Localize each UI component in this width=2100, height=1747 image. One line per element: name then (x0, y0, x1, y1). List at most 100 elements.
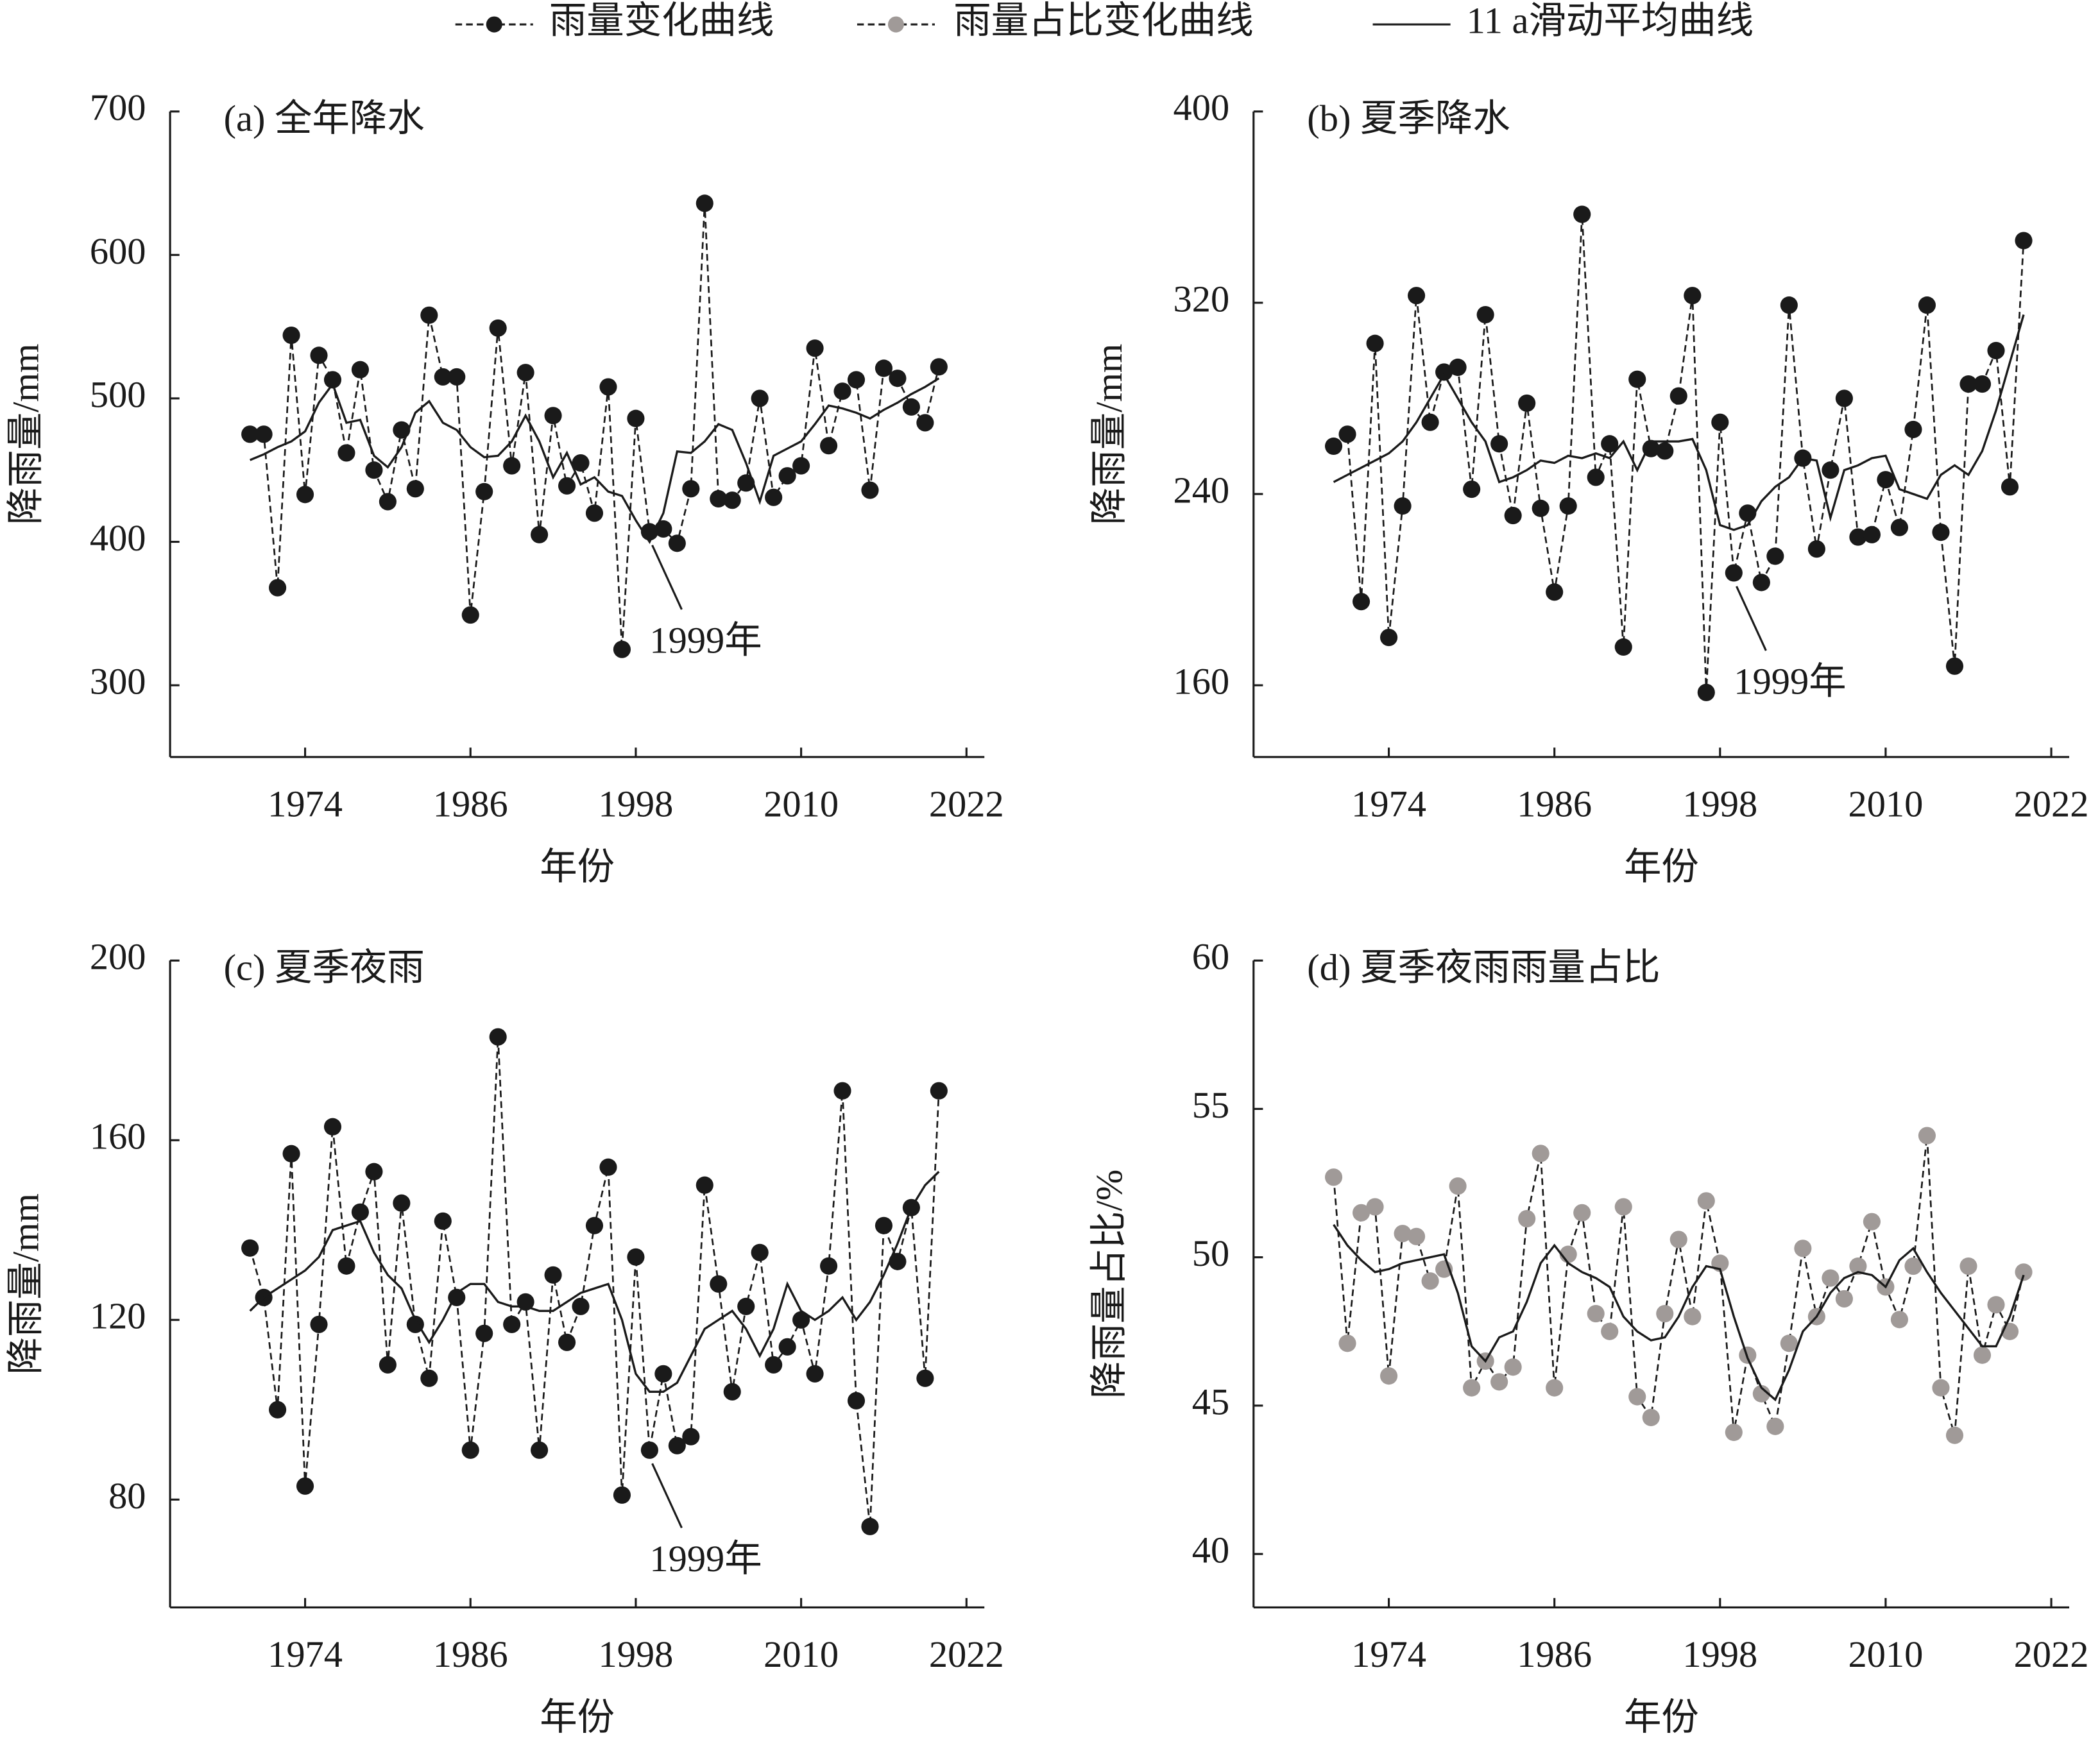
y-tick-label: 200 (90, 936, 146, 978)
data-point (558, 477, 576, 495)
data-point (1324, 1168, 1343, 1186)
data-point (1890, 1311, 1908, 1329)
data-point (269, 1401, 287, 1419)
data-point (1822, 461, 1840, 479)
x-axis-label: 年份 (1624, 1696, 1699, 1738)
x-tick-label: 2010 (1848, 1633, 1923, 1675)
y-tick-label: 160 (1174, 661, 1230, 703)
data-point (1614, 638, 1632, 656)
data-point (1932, 524, 1950, 541)
data-point (241, 425, 259, 443)
series-line (1333, 214, 2025, 693)
data-point (585, 504, 604, 522)
data-point (792, 457, 810, 475)
y-tick-label: 400 (1174, 87, 1230, 128)
data-point (531, 525, 549, 543)
data-point (1766, 1417, 1784, 1435)
data-point (1449, 1177, 1467, 1195)
data-point (1973, 1346, 1992, 1364)
data-point (1394, 1225, 1412, 1243)
data-point (503, 457, 521, 475)
data-point (2015, 1263, 2033, 1281)
data-point (916, 1369, 934, 1387)
x-axis-label: 年份 (540, 846, 615, 888)
data-point (682, 480, 700, 498)
data-point (1849, 1257, 1867, 1275)
data-point (1932, 1379, 1950, 1397)
data-point (1628, 370, 1646, 388)
y-tick-label: 500 (90, 373, 146, 415)
x-tick-label: 1998 (598, 783, 673, 825)
annotation-leader (1736, 586, 1767, 651)
data-point (1822, 1269, 1840, 1287)
y-tick-label: 240 (1174, 469, 1230, 511)
data-point (1656, 1304, 1674, 1323)
data-point (1546, 583, 1564, 601)
data-point (668, 1436, 686, 1454)
x-tick-label: 1974 (268, 1633, 343, 1675)
data-point (1338, 1334, 1356, 1352)
data-point (930, 1082, 948, 1100)
data-point (269, 579, 287, 597)
x-tick-label: 2022 (929, 1633, 1004, 1675)
series-line (250, 377, 940, 544)
annotation-leader (651, 545, 683, 610)
data-point (351, 361, 370, 379)
data-point (765, 1356, 783, 1374)
legend-marker (486, 16, 502, 33)
data-point (531, 1441, 549, 1459)
legend-label: 11 a滑动平均曲线 (1467, 0, 1754, 42)
x-tick-label: 2010 (764, 1633, 839, 1675)
data-point (1366, 1198, 1384, 1216)
data-point (1587, 468, 1605, 486)
chart-title: (b) 夏季降水 (1307, 98, 1510, 139)
data-point (1504, 506, 1522, 525)
data-point (751, 1243, 769, 1261)
legend-marker (887, 16, 904, 33)
data-point (379, 1356, 397, 1374)
data-point (1849, 528, 1867, 546)
data-point (778, 1338, 796, 1356)
data-point (1476, 305, 1494, 324)
data-point (1752, 1385, 1770, 1402)
data-point (1904, 1257, 1922, 1275)
data-point (337, 1257, 355, 1275)
data-point (1421, 413, 1439, 431)
chart-title: (d) 夏季夜雨雨量占比 (1307, 946, 1660, 988)
data-point (1380, 629, 1398, 647)
data-point (1752, 574, 1770, 592)
y-tick-label: 160 (90, 1116, 146, 1157)
data-point (1490, 435, 1508, 453)
data-point (1546, 1379, 1564, 1397)
data-point (1587, 1304, 1605, 1323)
data-point (1532, 1145, 1549, 1163)
x-tick-label: 1986 (1517, 1633, 1592, 1675)
data-point (1518, 394, 1536, 412)
annotation: 1999年 (649, 1538, 762, 1580)
data-point (503, 1315, 521, 1333)
data-point (1408, 1227, 1426, 1245)
data-point (1918, 1127, 1936, 1145)
data-point (1863, 525, 1881, 543)
data-point (889, 370, 907, 388)
data-point (1338, 425, 1356, 443)
data-point (1697, 683, 1715, 701)
data-point (1780, 1334, 1798, 1352)
data-point (1614, 1198, 1632, 1216)
data-point (1463, 1379, 1481, 1397)
data-point (861, 481, 879, 499)
data-point (516, 364, 534, 382)
y-tick-label: 600 (90, 230, 146, 272)
data-point (461, 606, 479, 624)
data-point (255, 425, 273, 443)
data-point (1408, 287, 1426, 305)
data-point (323, 1118, 342, 1136)
series-line (1333, 314, 2025, 531)
data-point (558, 1333, 576, 1351)
data-point (1684, 287, 1702, 305)
y-tick-label: 120 (90, 1295, 146, 1337)
data-point (737, 1297, 755, 1315)
data-point (875, 1216, 893, 1234)
y-tick-label: 40 (1192, 1530, 1229, 1571)
data-point (1684, 1308, 1702, 1325)
